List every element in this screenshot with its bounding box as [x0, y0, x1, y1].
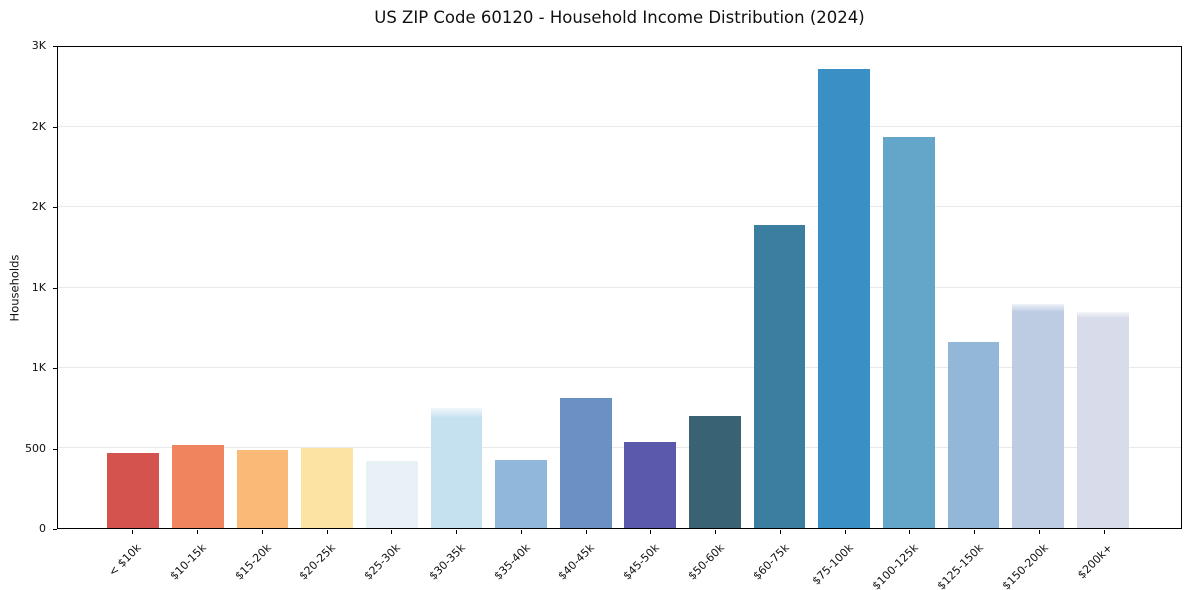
- x-tick-mark: [1103, 530, 1105, 534]
- x-tick-mark: [326, 530, 328, 534]
- bar: [689, 416, 741, 528]
- x-tick-mark: [779, 530, 781, 534]
- y-tick-mark: [53, 46, 57, 47]
- bar-slot: [812, 47, 877, 528]
- y-tick-label: 1K: [31, 361, 46, 374]
- gridline: [58, 286, 1181, 288]
- y-tick-label: 2K: [31, 200, 46, 213]
- plot-area: [57, 46, 1182, 529]
- bar: [753, 224, 806, 528]
- gridline: [58, 366, 1181, 368]
- bar-slot: [877, 47, 942, 528]
- y-tick-mark: [53, 529, 57, 530]
- bar: [559, 397, 612, 528]
- x-tick-label: $35-40k: [491, 541, 533, 583]
- y-tick-mark: [53, 127, 57, 128]
- bar-slot: [618, 47, 683, 528]
- x-tick-mark: [844, 530, 846, 534]
- y-tick-label: 3K: [31, 39, 46, 52]
- x-tick-label: $125-150k: [934, 541, 986, 590]
- x-tick-label: $100-125k: [869, 541, 921, 590]
- x-tick-mark: [974, 530, 976, 534]
- x-tick-label: $200k+: [1075, 541, 1116, 582]
- x-tick-mark: [650, 530, 652, 534]
- bar: [236, 450, 289, 528]
- gridline: [58, 446, 1181, 448]
- bar: [624, 441, 677, 528]
- bar-slot: [295, 47, 360, 528]
- bar-slot: [1006, 47, 1071, 528]
- x-tick-label: $20-25k: [296, 541, 339, 583]
- y-tick-mark: [53, 449, 57, 450]
- x-tick-label: $60-75k: [750, 541, 792, 583]
- x-tick-label: $15-20k: [232, 541, 274, 583]
- x-tick-mark: [1038, 530, 1040, 534]
- x-tick-mark: [456, 530, 458, 534]
- bar: [495, 459, 547, 528]
- bars-container: [58, 47, 1181, 528]
- x-tick-label: $25-30k: [361, 541, 403, 583]
- y-tick-mark: [53, 288, 57, 289]
- bar-slot: [941, 47, 1006, 528]
- x-tick-label: $40-45k: [555, 541, 598, 583]
- x-tick-label: $45-50k: [620, 541, 662, 583]
- bar-slot: [360, 47, 425, 528]
- x-tick-mark: [715, 530, 717, 534]
- y-tick-mark: [53, 207, 57, 208]
- chart-title: US ZIP Code 60120 - Household Income Dis…: [374, 8, 865, 27]
- x-tick-label: < $10k: [106, 541, 144, 579]
- x-tick-mark: [132, 530, 134, 534]
- bar-slot: [101, 47, 166, 528]
- x-tick-mark: [520, 530, 522, 534]
- bar: [301, 447, 354, 528]
- bar: [107, 452, 160, 528]
- x-tick-label: $75-100k: [809, 541, 857, 588]
- bar-slot: [683, 47, 748, 528]
- x-tick-label: $10-15k: [167, 541, 209, 583]
- y-tick-label: 2K: [31, 120, 46, 133]
- y-tick-label: 0: [39, 522, 46, 535]
- bar: [430, 407, 483, 528]
- bar-slot: [1070, 47, 1135, 528]
- y-axis: 0 500 1K 1K 2K 2K 3K: [0, 40, 57, 535]
- bar-slot: [166, 47, 231, 528]
- x-tick-mark: [909, 530, 911, 534]
- bar-slot: [424, 47, 489, 528]
- gridline: [58, 206, 1181, 208]
- x-tick-mark: [585, 530, 587, 534]
- y-tick-label: 1K: [31, 281, 46, 294]
- x-tick-mark: [197, 530, 199, 534]
- gridline: [58, 126, 1181, 128]
- bar-slot: [230, 47, 295, 528]
- bar-slot: [747, 47, 812, 528]
- x-tick-label: $150-200k: [999, 541, 1051, 590]
- x-tick-mark: [261, 530, 263, 534]
- bar: [882, 136, 935, 528]
- bar-slot: [553, 47, 618, 528]
- bar: [1076, 311, 1129, 528]
- x-tick-mark: [391, 530, 393, 534]
- bar-slot: [489, 47, 554, 528]
- x-axis: < $10k $10-15k $15-20k $20-25k $25-30k $30-35…: [0, 529, 1189, 590]
- bar: [818, 68, 871, 528]
- bar: [947, 342, 1000, 528]
- y-tick-mark: [53, 368, 57, 369]
- bar: [1012, 303, 1064, 528]
- x-tick-label: $50-60k: [685, 541, 727, 583]
- bar: [365, 460, 418, 528]
- x-tick-label: $30-35k: [426, 541, 468, 583]
- bar: [172, 444, 224, 528]
- y-tick-label: 500: [25, 442, 46, 455]
